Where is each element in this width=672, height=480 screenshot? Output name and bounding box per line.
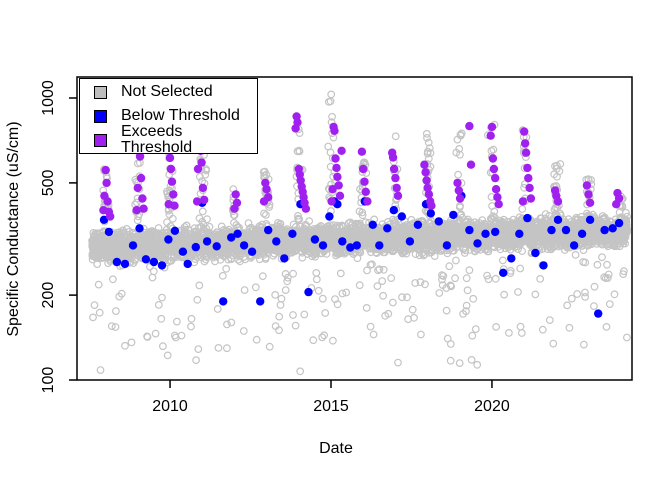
exceeds-threshold-swatch-icon bbox=[94, 133, 107, 147]
y-tick-label: 100 bbox=[40, 367, 57, 394]
not-selected-swatch-icon bbox=[94, 85, 107, 99]
legend-label: Below Threshold bbox=[121, 107, 240, 124]
legend-label: Exceeds Threshold bbox=[121, 123, 193, 156]
x-tick-label: 2020 bbox=[474, 398, 510, 415]
legend-item-below-threshold: Below Threshold bbox=[80, 104, 257, 128]
plot-frame bbox=[76, 76, 633, 381]
x-axis-title: Date bbox=[319, 440, 353, 457]
y-tick-label: 200 bbox=[40, 282, 57, 309]
legend: Not Selected Below Threshold Exceeds Thr… bbox=[79, 78, 258, 156]
legend-label: Not Selected bbox=[121, 83, 213, 100]
x-tick-label: 2010 bbox=[152, 398, 188, 415]
x-tick-label: 2015 bbox=[313, 398, 349, 415]
below-threshold-swatch-icon bbox=[94, 109, 107, 123]
legend-item-not-selected: Not Selected bbox=[80, 80, 257, 104]
y-tick-label: 500 bbox=[40, 169, 57, 196]
y-axis-title: Specific Conductance (uS/cm) bbox=[5, 121, 22, 337]
legend-item-exceeds-threshold: Exceeds Threshold bbox=[80, 124, 257, 156]
y-tick-label: 1000 bbox=[40, 80, 57, 116]
data-points bbox=[88, 90, 631, 376]
series-exceeds-threshold bbox=[99, 112, 624, 221]
